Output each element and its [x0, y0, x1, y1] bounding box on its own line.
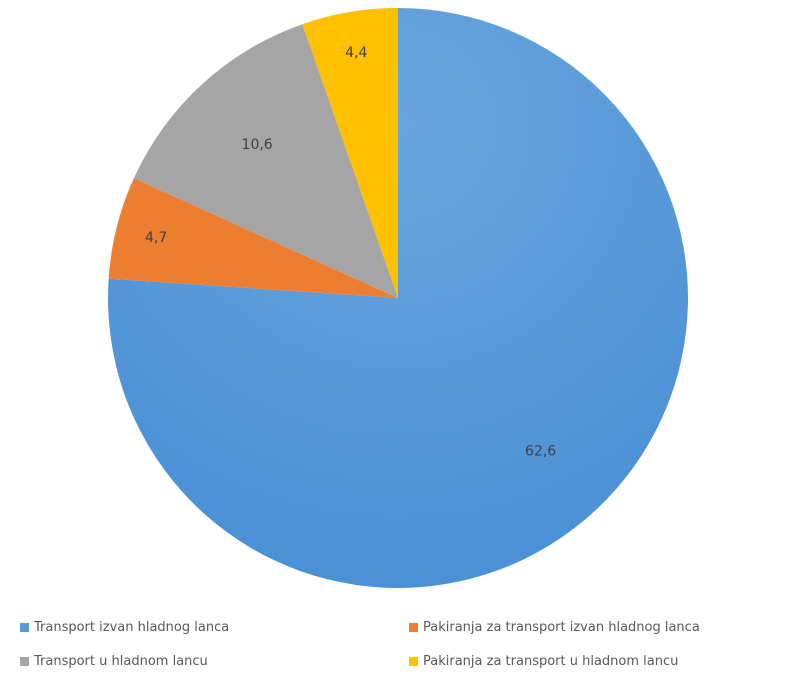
legend-label: Pakiranja za transport izvan hladnog lan…	[423, 620, 700, 635]
data-label: 4,4	[345, 45, 367, 61]
data-label: 4,7	[145, 230, 167, 246]
slice-transport-u-hladnom-lancu	[133, 24, 398, 298]
legend-item-transport-izvan-hladnog-lanca: Transport izvan hladnog lanca	[20, 620, 229, 635]
data-label: 10,6	[242, 137, 273, 153]
legend-swatch-gray	[20, 657, 29, 666]
slice-pakiranja-u-hladnom-lancu	[302, 8, 398, 298]
legend-swatch-blue	[20, 623, 29, 632]
legend-swatch-orange	[409, 623, 418, 632]
legend-label: Pakiranja za transport u hladnom lancu	[423, 654, 679, 669]
chart-legend: Transport izvan hladnog lanca Pakiranja …	[20, 620, 789, 678]
legend-label: Transport u hladnom lancu	[34, 654, 208, 669]
legend-item-pakiranja-u-hladnom-lancu: Pakiranja za transport u hladnom lancu	[409, 654, 678, 669]
legend-item-pakiranja-izvan-hladnog-lanca: Pakiranja za transport izvan hladnog lan…	[409, 620, 700, 635]
data-label: 62,6	[525, 443, 556, 459]
legend-item-transport-u-hladnom-lancu: Transport u hladnom lancu	[20, 654, 208, 669]
pie-chart: 62,6 4,7 10,6 4,4	[108, 8, 688, 588]
legend-label: Transport izvan hladnog lanca	[34, 620, 230, 635]
slice-pakiranja-izvan-hladnog-lanca	[108, 178, 398, 298]
legend-swatch-yellow	[409, 657, 418, 666]
